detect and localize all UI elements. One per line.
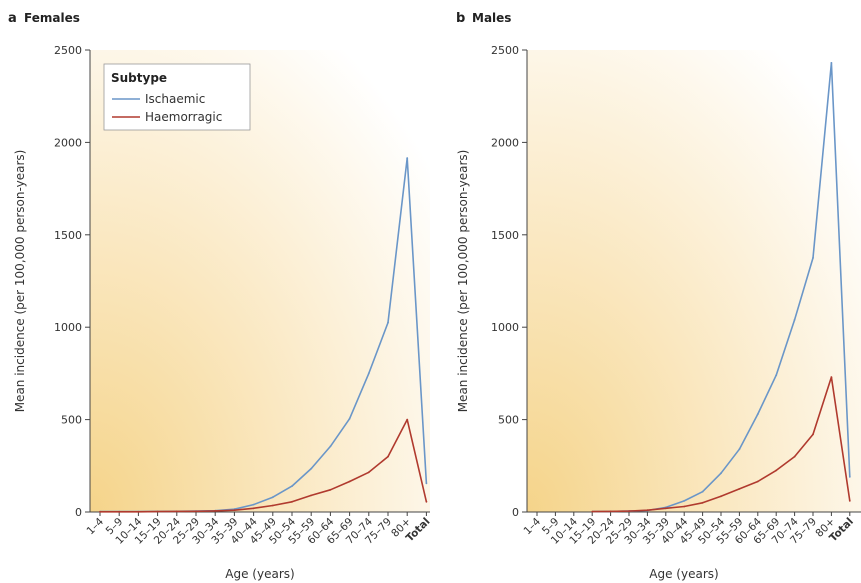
data-point-haemorragic bbox=[720, 495, 722, 498]
y-tick-label: 1000 bbox=[491, 321, 519, 334]
panel-females: a Females 0 500 1000 1500 2000 2500 1–45–910–… bbox=[8, 11, 433, 581]
data-point-haemorragic bbox=[291, 500, 293, 503]
y-tick-label: 1500 bbox=[54, 229, 82, 242]
data-point-haemorragic bbox=[646, 509, 649, 512]
data-point-haemorragic bbox=[793, 455, 796, 458]
data-point-haemorragic bbox=[387, 455, 389, 458]
data-point-ischaemic bbox=[738, 448, 741, 451]
data-point-ischaemic bbox=[720, 472, 722, 475]
x-ticks: 1–45–910–1415–1920–2425–2930–3435–3940–4… bbox=[521, 512, 856, 547]
data-point-ischaemic bbox=[775, 374, 778, 377]
data-point-haemorragic bbox=[775, 469, 778, 472]
data-point-haemorragic bbox=[609, 510, 612, 513]
y-tick-label: 2500 bbox=[491, 44, 519, 57]
x-axis-title: Age (years) bbox=[649, 567, 718, 581]
x-tick-label: 1–4 bbox=[84, 515, 106, 537]
panel-letter-a: a bbox=[8, 11, 17, 26]
data-point-haemorragic bbox=[683, 505, 686, 508]
data-point-haemorragic bbox=[252, 507, 255, 510]
data-point-haemorragic bbox=[348, 480, 351, 483]
data-point-ischaemic bbox=[830, 62, 833, 64]
panel-letter-b: b bbox=[456, 11, 465, 26]
data-point-haemorragic bbox=[425, 500, 428, 503]
legend: Subtype Ischaemic Haemorragic bbox=[103, 63, 251, 131]
data-point-ischaemic bbox=[367, 372, 370, 375]
data-point-ischaemic bbox=[425, 482, 428, 485]
data-point-haemorragic bbox=[367, 471, 370, 474]
x-tick-label: 1–4 bbox=[521, 515, 543, 537]
data-point-haemorragic bbox=[848, 500, 851, 502]
legend-label-haemorragic: Haemorragic bbox=[145, 110, 222, 124]
data-point-ischaemic bbox=[793, 318, 796, 321]
data-point-haemorragic bbox=[738, 488, 741, 490]
data-point-haemorragic bbox=[118, 510, 121, 513]
y-tick-label: 2000 bbox=[54, 136, 82, 149]
data-point-ischaemic bbox=[683, 500, 686, 502]
series-line-haemorragic bbox=[100, 418, 428, 513]
data-point-haemorragic bbox=[271, 504, 274, 507]
data-point-haemorragic bbox=[406, 418, 409, 421]
data-point-ischaemic bbox=[812, 257, 814, 259]
data-point-haemorragic bbox=[233, 509, 236, 512]
y-axis-title: Mean incidence (per 100,000 person-years… bbox=[13, 150, 27, 413]
y-tick-label: 2500 bbox=[54, 44, 82, 57]
data-point-haemorragic bbox=[137, 510, 140, 513]
data-point-haemorragic bbox=[591, 510, 594, 513]
data-point-ischaemic bbox=[756, 413, 759, 415]
y-tick-label: 0 bbox=[75, 506, 82, 519]
data-point-haemorragic bbox=[99, 510, 101, 513]
data-point-haemorragic bbox=[214, 510, 217, 512]
data-point-haemorragic bbox=[830, 376, 833, 378]
x-axis-title: Age (years) bbox=[225, 567, 294, 581]
y-tick-label: 1000 bbox=[54, 321, 82, 334]
data-point-haemorragic bbox=[310, 494, 313, 497]
legend-box bbox=[103, 63, 251, 131]
y-ticks: 0 500 1000 1500 2000 2500 bbox=[491, 44, 527, 519]
data-point-haemorragic bbox=[756, 480, 759, 483]
data-point-ischaemic bbox=[348, 417, 351, 420]
plot-background bbox=[527, 50, 861, 512]
legend-title: Subtype bbox=[111, 71, 167, 85]
data-point-ischaemic bbox=[291, 485, 293, 487]
data-point-haemorragic bbox=[156, 510, 159, 513]
data-point-haemorragic bbox=[175, 510, 178, 513]
data-point-ischaemic bbox=[848, 476, 851, 478]
data-point-ischaemic bbox=[252, 503, 255, 506]
series-layer bbox=[99, 157, 428, 513]
y-ticks: 0 500 1000 1500 2000 2500 bbox=[54, 44, 90, 519]
data-point-haemorragic bbox=[664, 507, 667, 510]
data-point-haemorragic bbox=[628, 510, 630, 512]
data-point-ischaemic bbox=[310, 467, 313, 470]
y-tick-label: 2000 bbox=[491, 136, 519, 149]
y-tick-label: 500 bbox=[61, 414, 82, 427]
y-tick-label: 500 bbox=[498, 414, 519, 427]
data-point-ischaemic bbox=[271, 496, 274, 499]
panel-males: b Males 0 500 1000 1500 2000 2500 1–45–910–14… bbox=[456, 11, 861, 581]
data-point-haemorragic bbox=[701, 501, 704, 504]
y-tick-label: 1500 bbox=[491, 229, 519, 242]
data-point-haemorragic bbox=[195, 510, 197, 513]
data-point-ischaemic bbox=[406, 157, 409, 160]
data-point-ischaemic bbox=[387, 321, 389, 324]
x-ticks: 1–45–910–1415–1920–2425–2930–3435–3940–4… bbox=[84, 512, 433, 547]
y-tick-label: 0 bbox=[512, 506, 519, 519]
panel-title-males: Males bbox=[472, 11, 511, 25]
y-axis-title: Mean incidence (per 100,000 person-years… bbox=[456, 150, 470, 413]
legend-label-ischaemic: Ischaemic bbox=[145, 92, 205, 106]
data-point-ischaemic bbox=[701, 490, 704, 493]
data-point-haemorragic bbox=[812, 433, 814, 436]
data-point-ischaemic bbox=[329, 445, 332, 448]
panel-title-females: Females bbox=[24, 11, 80, 25]
data-point-haemorragic bbox=[329, 488, 332, 491]
series-layer bbox=[591, 62, 851, 513]
